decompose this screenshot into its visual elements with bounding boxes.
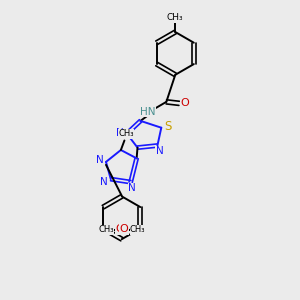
Text: N: N — [128, 183, 136, 193]
Text: N: N — [96, 154, 103, 164]
Text: CH₃: CH₃ — [98, 226, 114, 235]
Text: O: O — [120, 224, 128, 234]
Text: N: N — [116, 128, 124, 138]
Text: CH₃: CH₃ — [130, 226, 146, 235]
Text: S: S — [164, 120, 172, 133]
Text: O: O — [181, 98, 189, 108]
Text: CH₃: CH₃ — [118, 130, 134, 139]
Text: O: O — [115, 224, 124, 234]
Text: N: N — [100, 176, 108, 187]
Text: CH₃: CH₃ — [167, 13, 184, 22]
Text: N: N — [156, 146, 164, 157]
Text: HN: HN — [140, 107, 155, 117]
